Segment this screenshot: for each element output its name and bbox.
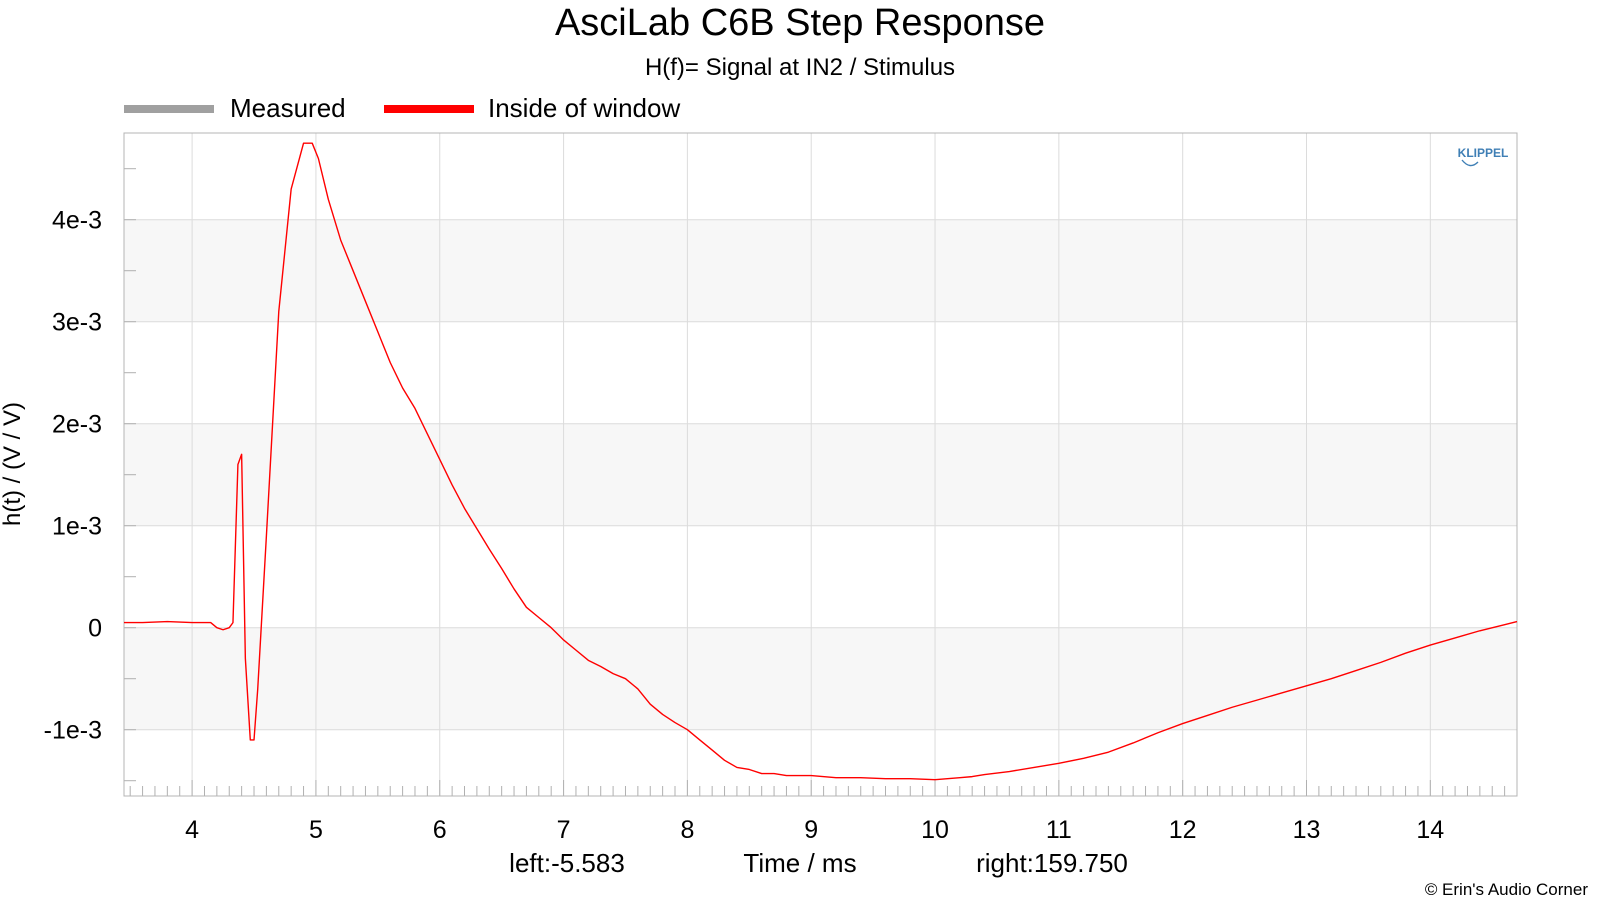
plot-band xyxy=(124,627,1517,730)
klippel-logo: KLIPPEL xyxy=(1458,146,1509,167)
x-tick-label: 14 xyxy=(1416,816,1444,844)
plot-frame xyxy=(123,132,1518,797)
plot-band xyxy=(124,219,1517,322)
x-tick-label: 11 xyxy=(1046,816,1072,844)
klippel-logo-text: KLIPPEL xyxy=(1458,146,1509,160)
x-tick-label: 8 xyxy=(680,816,694,844)
legend-label-inside-of-window: Inside of window xyxy=(488,93,681,123)
legend-label-measured: Measured xyxy=(230,93,346,123)
y-axis-label: h(t) / (V / V) xyxy=(0,402,26,526)
copyright-notice: © Erin's Audio Corner xyxy=(1424,880,1588,899)
y-tick-label: -1e-3 xyxy=(44,717,102,745)
legend-swatch-measured xyxy=(124,105,214,113)
right-window-annotation: right:159.750 xyxy=(976,848,1128,878)
chart-subtitle: H(f)= Signal at IN2 / Stimulus xyxy=(644,54,956,81)
y-tick-label: 2e-3 xyxy=(52,411,102,439)
y-tick-label: 1e-3 xyxy=(52,513,102,541)
left-window-annotation: left:-5.583 xyxy=(509,848,625,878)
legend-swatch-inside-of-window xyxy=(384,105,474,113)
x-tick-label: 10 xyxy=(921,816,949,844)
x-tick-label: 13 xyxy=(1293,816,1321,844)
plot-band xyxy=(124,423,1517,526)
x-tick-label: 5 xyxy=(309,816,323,844)
x-tick-label: 9 xyxy=(804,816,818,844)
klippel-logo-swoosh xyxy=(1461,159,1479,167)
x-tick-label: 12 xyxy=(1169,816,1197,844)
x-tick-label: 7 xyxy=(557,816,571,844)
y-tick-label: 0 xyxy=(88,615,102,643)
y-tick-label: 4e-3 xyxy=(52,207,102,235)
x-axis-label: Time / ms xyxy=(743,848,856,878)
chart-title: AsciLab C6B Step Response xyxy=(554,2,1046,44)
y-tick-label: 3e-3 xyxy=(52,309,102,337)
series-line-inside-of-window xyxy=(124,142,1518,781)
x-tick-label: 6 xyxy=(433,816,447,844)
x-tick-label: 4 xyxy=(185,816,199,844)
